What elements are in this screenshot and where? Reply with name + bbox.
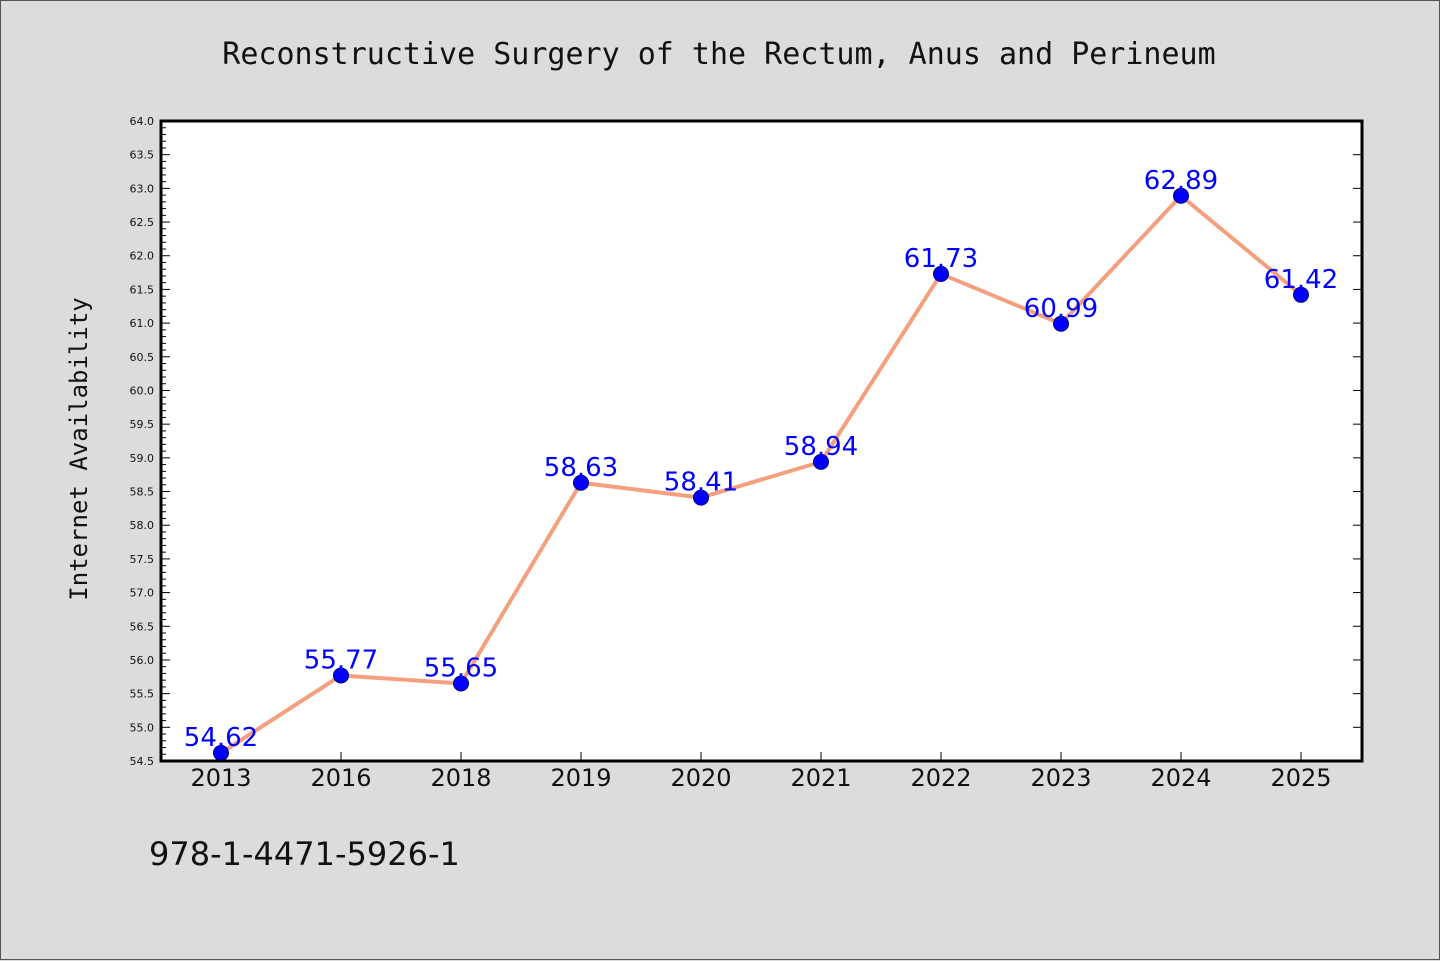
y-tick-label: 58.0 xyxy=(130,519,155,532)
x-tick-label: 2025 xyxy=(1270,764,1331,792)
y-tick-label: 61.5 xyxy=(130,283,155,296)
y-tick-label: 55.0 xyxy=(130,721,155,734)
footer-isbn: 978-1-4471-5926-1 xyxy=(149,835,460,873)
y-tick-label: 56.0 xyxy=(130,654,155,667)
x-tick-label: 2024 xyxy=(1150,764,1211,792)
data-markers xyxy=(213,187,1309,761)
y-tick-label: 56.5 xyxy=(130,620,155,633)
data-point xyxy=(573,474,589,491)
y-tick-label: 64.0 xyxy=(130,115,155,128)
x-tick-label: 2016 xyxy=(310,764,371,792)
data-label: 55.77 xyxy=(304,645,378,675)
data-point xyxy=(333,667,349,684)
data-label: 54.62 xyxy=(184,723,258,753)
y-tick-label: 57.0 xyxy=(130,587,155,600)
y-tick-label: 59.0 xyxy=(130,452,155,465)
data-point xyxy=(1293,286,1309,303)
data-label: 58.63 xyxy=(544,453,618,483)
data-label: 58.41 xyxy=(664,468,738,498)
data-point xyxy=(813,453,829,470)
data-label: 61.73 xyxy=(904,244,978,274)
data-label: 62.89 xyxy=(1144,166,1218,196)
y-tick-label: 57.5 xyxy=(130,553,155,566)
x-tick-label: 2021 xyxy=(790,764,851,792)
y-tick-label: 60.0 xyxy=(130,384,155,397)
x-tick-label: 2020 xyxy=(670,764,731,792)
series-line xyxy=(219,193,1303,755)
data-labels: 54.62 55.77 55.65 58.63 58.41 58.94 61.73 60.99… xyxy=(184,166,1338,753)
y-tick-label: 58.5 xyxy=(130,486,155,499)
chart-title: Reconstructive Surgery of the Rectum, An… xyxy=(222,37,1215,72)
data-point xyxy=(453,675,469,692)
x-tick-label: 2018 xyxy=(430,764,491,792)
y-tick-label: 63.0 xyxy=(130,182,155,195)
plot-frame xyxy=(159,119,1364,763)
y-tick-label: 55.5 xyxy=(130,688,155,701)
data-label: 55.65 xyxy=(424,654,498,684)
data-label: 58.94 xyxy=(784,432,858,462)
data-point xyxy=(1053,315,1069,332)
y-tick-label: 62.0 xyxy=(130,250,155,263)
data-point xyxy=(933,265,949,282)
x-tick-label: 2013 xyxy=(190,764,251,792)
data-label: 60.99 xyxy=(1024,294,1098,324)
data-point xyxy=(1173,187,1189,204)
x-tick-label: 2022 xyxy=(910,764,971,792)
data-point xyxy=(693,489,709,506)
y-axis-label: Internet Availability xyxy=(65,297,93,600)
x-tick-label: 2023 xyxy=(1030,764,1091,792)
y-tick-label: 61.0 xyxy=(130,317,155,330)
x-tick-label: 2019 xyxy=(550,764,611,792)
y-tick-label: 54.5 xyxy=(130,755,155,768)
y-tick-label: 62.5 xyxy=(130,216,155,229)
y-axis: 54.5 55.0 55.5 56.0 56.5 57.0 57.5 58.0 58.5 59.0… xyxy=(130,115,1362,768)
y-tick-label: 60.5 xyxy=(130,351,155,364)
y-tick-label: 63.5 xyxy=(130,149,155,162)
plot-area xyxy=(161,121,1362,761)
y-tick-label: 59.5 xyxy=(130,418,155,431)
x-axis: 2013 2016 2018 2019 2020 2021 2022 2023 2024 2025 xyxy=(190,752,1332,792)
data-label: 61.42 xyxy=(1264,265,1338,295)
